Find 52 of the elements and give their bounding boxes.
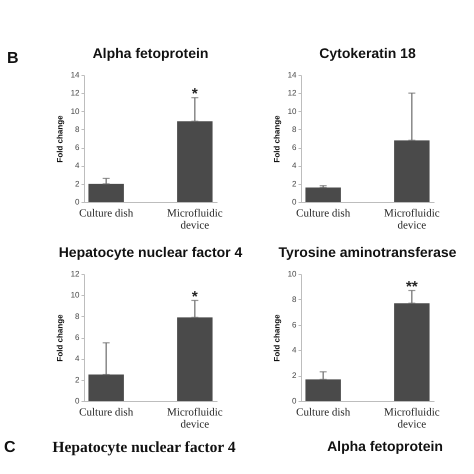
- y-tick-label: 10: [70, 106, 80, 116]
- y-axis-title: Fold change: [56, 114, 65, 163]
- y-tick-label: 0: [292, 396, 298, 406]
- x-tick-label: Culture dish: [79, 208, 134, 220]
- y-tick-label: 10: [70, 290, 80, 300]
- x-tick-label: Culture dish: [79, 406, 134, 418]
- y-tick-label: 6: [292, 143, 298, 152]
- y-tick-label: 2: [292, 179, 298, 188]
- text: C: [4, 439, 16, 456]
- y-tick-label: 8: [292, 124, 298, 134]
- x-tick-label: Microfluidic device: [167, 208, 223, 232]
- annotation: *: [192, 86, 198, 103]
- y-tick-label: 2: [75, 179, 80, 188]
- y-tick-label: 2: [75, 375, 80, 384]
- y-tick-label: 6: [292, 320, 298, 330]
- y-tick-label: 8: [292, 294, 298, 304]
- y-axis-title: Fold change: [56, 314, 65, 362]
- y-tick-label: 4: [75, 161, 80, 170]
- y-tick-label: 10: [288, 106, 298, 116]
- y-tick-label: 6: [75, 333, 80, 342]
- chart-title: Hepatocyte nuclear factor 4: [58, 244, 243, 260]
- x-tick-label: Microfluidic device: [384, 406, 440, 430]
- y-tick-label: 4: [292, 346, 298, 355]
- chart-title: Tyrosine aminotransferase: [278, 244, 457, 260]
- y-tick-label: 14: [70, 70, 80, 80]
- y-tick-label: 4: [75, 354, 80, 364]
- text: B: [7, 50, 19, 67]
- text: Hepatocyte nuclear factor 4: [52, 439, 236, 456]
- y-tick-label: 0: [292, 198, 298, 206]
- annotation: **: [406, 278, 418, 296]
- y-tick-label: 10: [288, 270, 298, 278]
- x-tick-label: Microfluidic device: [167, 406, 223, 430]
- y-tick-label: 12: [70, 88, 80, 98]
- y-axis-title: Fold change: [272, 314, 282, 362]
- chart-title: Alpha fetoprotein: [92, 45, 208, 61]
- y-tick-label: 8: [75, 124, 80, 134]
- y-tick-label: 8: [75, 312, 80, 321]
- text: Alpha fetoprotein: [327, 438, 443, 454]
- x-tick-label: Culture dish: [296, 406, 351, 418]
- y-tick-label: 4: [292, 161, 298, 170]
- y-tick-label: 0: [75, 198, 80, 206]
- annotation: *: [192, 288, 198, 306]
- x-tick-label: Microfluidic device: [384, 208, 440, 232]
- y-axis-title: Fold change: [272, 114, 282, 163]
- y-tick-label: 6: [75, 143, 80, 152]
- x-tick-label: Culture dish: [296, 208, 351, 220]
- chart-title: Cytokeratin 18: [319, 45, 416, 61]
- y-tick-label: 12: [70, 270, 80, 278]
- y-tick-label: 0: [75, 396, 80, 406]
- y-tick-label: 2: [292, 371, 298, 380]
- y-tick-label: 14: [288, 70, 298, 80]
- y-tick-label: 12: [288, 88, 298, 98]
